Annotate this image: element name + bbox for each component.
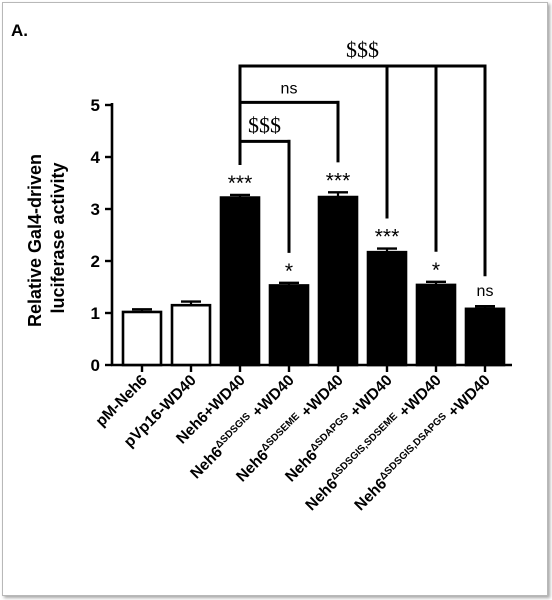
y-tick-label: 2 bbox=[91, 252, 100, 271]
comparison-dollar-label: $$$ bbox=[346, 37, 379, 62]
x-tick-label-superscript: ΔSDSGIS bbox=[213, 411, 253, 451]
significance-star-label: * bbox=[432, 259, 440, 282]
y-tick-label: 1 bbox=[91, 304, 100, 323]
y-axis-label-line-1: Relative Gal4-driven bbox=[25, 154, 45, 327]
significance-star-label: *** bbox=[228, 172, 253, 195]
significance-star-label: *** bbox=[326, 169, 351, 192]
y-tick-label: 5 bbox=[91, 96, 100, 115]
bar bbox=[317, 195, 359, 367]
bar bbox=[464, 307, 506, 367]
y-tick-label: 4 bbox=[91, 148, 101, 167]
x-tick-label-superscript: ΔSDAPGS bbox=[308, 411, 351, 454]
plot-area: 012345pM-Neh6pVp16-WD40***Neh6+WD40*Neh6… bbox=[91, 37, 512, 514]
bar bbox=[219, 196, 261, 367]
bar bbox=[121, 310, 163, 367]
panel-label: A. bbox=[11, 21, 28, 40]
x-tick-label-suffix: +WD40 bbox=[442, 372, 494, 424]
comparison-dollar-label: $$$ bbox=[248, 112, 281, 137]
x-tick-label-superscript: ΔSDSEME bbox=[259, 411, 302, 454]
y-tick-label: 0 bbox=[91, 356, 100, 375]
y-axis-label: Relative Gal4-driven luciferase activity bbox=[25, 149, 68, 327]
y-axis-label-line-2: luciferase activity bbox=[48, 162, 68, 313]
significance-star-label: * bbox=[285, 260, 293, 283]
bar bbox=[170, 303, 212, 367]
bar bbox=[415, 283, 457, 367]
comparison-ns-label: ns bbox=[281, 80, 298, 97]
bar bbox=[366, 250, 408, 367]
significance-star-label: *** bbox=[375, 226, 400, 249]
y-tick-label: 3 bbox=[91, 200, 100, 219]
bar bbox=[268, 284, 310, 367]
significance-ns-label: ns bbox=[477, 283, 494, 300]
